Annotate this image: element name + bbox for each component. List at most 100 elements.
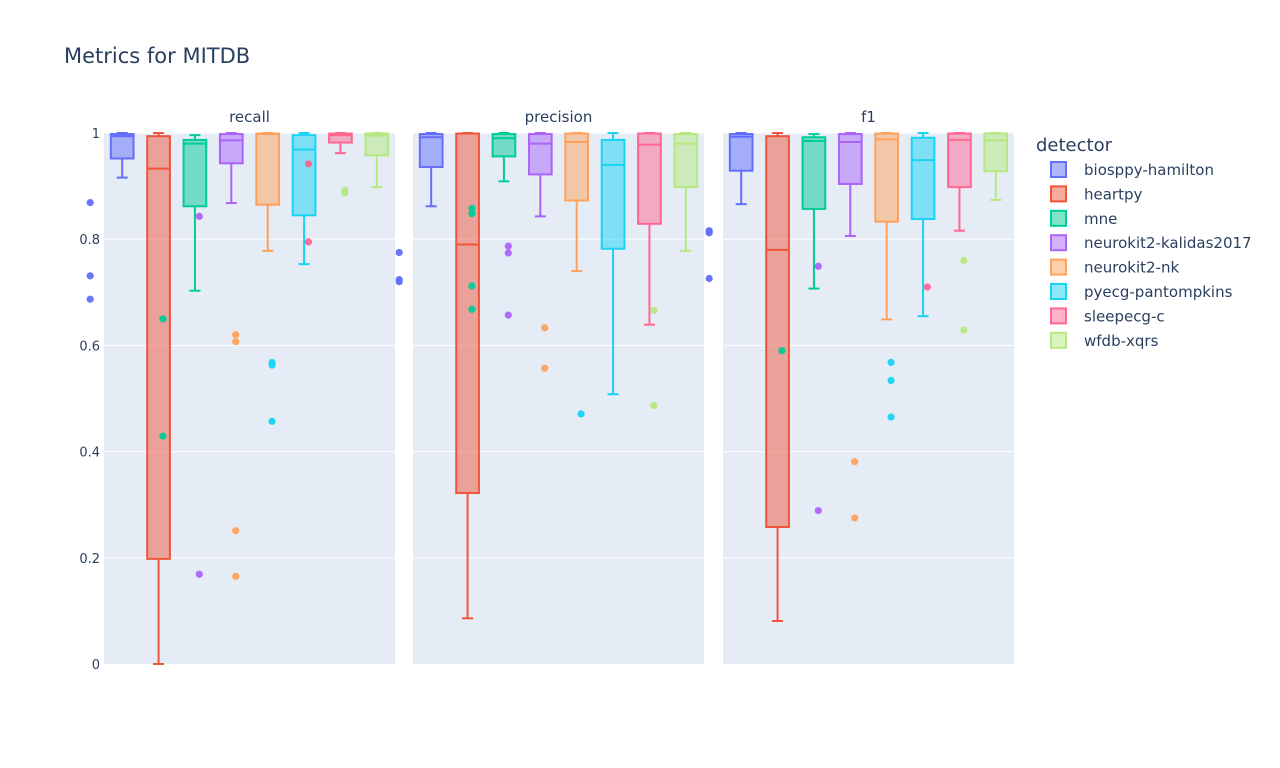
box-biosppy-hamilton[interactable] <box>395 132 444 286</box>
y-tick-label: 0 <box>92 658 100 673</box>
box-iqr <box>874 132 900 223</box>
box-biosppy-hamilton[interactable] <box>86 132 135 303</box>
y-tick-label: 0.8 <box>79 233 100 248</box>
box-iqr <box>801 136 827 210</box>
box-iqr <box>765 135 790 529</box>
legend-label: heartpy <box>1084 185 1142 203</box>
box-pyecg-pantompkins[interactable] <box>887 132 936 421</box>
outlier-point <box>541 324 549 332</box>
outlier-point <box>341 189 349 197</box>
box-neurokit2-kalidas2017[interactable] <box>814 132 863 515</box>
box-iqr <box>527 133 553 176</box>
legend-item-heartpy[interactable]: heartpy <box>1050 185 1142 203</box>
box-iqr <box>728 133 754 172</box>
outlier-point <box>232 572 240 580</box>
box-mne[interactable] <box>159 134 208 440</box>
legend-item-neurokit2-kalidas2017[interactable]: neurokit2-kalidas2017 <box>1050 234 1252 252</box>
box-pyecg-pantompkins[interactable] <box>268 132 317 425</box>
box-heartpy[interactable] <box>455 132 480 620</box>
box-iqr <box>837 133 863 185</box>
legend-swatch <box>1050 185 1067 203</box>
legend-swatch <box>1050 283 1067 300</box>
legend-swatch <box>1050 307 1067 325</box>
legend-item-mne[interactable]: mne <box>1050 209 1117 228</box>
outlier-point <box>468 305 476 313</box>
box-neurokit2-kalidas2017[interactable] <box>504 132 553 319</box>
outlier-point <box>86 295 94 303</box>
facet-panels: recall precision f1 <box>86 108 1014 665</box>
box-neurokit2-kalidas2017[interactable] <box>195 132 244 578</box>
box-iqr <box>910 136 936 221</box>
box-wfdb-xqrs[interactable] <box>960 132 1009 334</box>
legend-label: sleepecg-c <box>1084 307 1165 325</box>
box-wfdb-xqrs[interactable] <box>650 132 699 410</box>
outlier-point <box>814 506 822 515</box>
outlier-point <box>86 198 94 207</box>
outlier-point <box>705 229 713 237</box>
box-iqr <box>418 133 444 168</box>
box-mne[interactable] <box>468 132 517 313</box>
box-pyecg-pantompkins[interactable] <box>577 132 626 418</box>
box-iqr <box>109 133 135 160</box>
box-iqr <box>291 134 317 217</box>
legend-item-wfdb-xqrs[interactable]: wfdb-xqrs <box>1050 331 1159 350</box>
box-iqr <box>328 132 353 144</box>
panel-title: recall <box>229 108 270 126</box>
outlier-point <box>851 458 859 466</box>
outlier-point <box>650 401 658 410</box>
outlier-point <box>504 311 512 319</box>
legend: detector biosppy-hamilton heartpy mne neuro… <box>1036 135 1252 350</box>
y-tick-label: 0.4 <box>79 446 100 461</box>
legend-item-pyecg-pantompkins[interactable]: pyecg-pantompkins <box>1050 283 1233 301</box>
box-sleepecg-c[interactable] <box>637 132 662 326</box>
panel-precision: precision <box>395 108 704 664</box>
legend-item-biosppy-hamilton[interactable]: biosppy-hamilton <box>1050 161 1214 179</box>
box-iqr <box>455 132 480 495</box>
box-iqr <box>564 132 590 202</box>
legend-item-sleepecg-c[interactable]: sleepecg-c <box>1050 307 1165 325</box>
legend-item-neurokit2-nk[interactable]: neurokit2-nk <box>1050 258 1179 277</box>
legend-swatch <box>1050 209 1067 227</box>
legend-title: detector <box>1036 135 1113 156</box>
box-iqr <box>182 138 208 208</box>
box-neurokit2-nk[interactable] <box>541 132 590 372</box>
outlier-point <box>887 358 895 366</box>
outlier-point <box>468 204 476 213</box>
panel-title: f1 <box>861 108 876 126</box>
box-iqr <box>146 135 171 560</box>
outlier-point <box>232 338 240 346</box>
box-sleepecg-c[interactable] <box>304 132 353 246</box>
box-neurokit2-nk[interactable] <box>232 132 281 580</box>
outlier-point <box>577 410 585 418</box>
y-axis: 0 0.2 0.4 0.6 0.8 1 <box>79 127 100 673</box>
outlier-point <box>468 282 476 290</box>
outlier-point <box>541 364 549 372</box>
box-iqr <box>947 132 972 189</box>
legend-swatch <box>1050 161 1067 178</box>
outlier-point <box>504 249 512 257</box>
box-iqr <box>364 132 390 157</box>
panel-f1: f1 <box>705 108 1014 664</box>
box-wfdb-xqrs[interactable] <box>341 132 390 197</box>
legend-label: wfdb-xqrs <box>1084 332 1159 350</box>
legend-label: mne <box>1084 210 1117 228</box>
box-biosppy-hamilton[interactable] <box>705 132 754 283</box>
outlier-point <box>960 256 968 265</box>
legend-label: neurokit2-nk <box>1084 259 1179 277</box>
box-sleepecg-c[interactable] <box>923 132 972 291</box>
outlier-point <box>887 413 895 421</box>
box-heartpy[interactable] <box>765 132 790 622</box>
outlier-point <box>304 160 313 168</box>
outlier-point <box>395 278 403 286</box>
outlier-point <box>778 347 786 355</box>
box-neurokit2-nk[interactable] <box>851 132 900 522</box>
outlier-point <box>395 248 403 257</box>
legend-swatch <box>1050 331 1067 349</box>
outlier-point <box>159 315 167 323</box>
legend-label: pyecg-pantompkins <box>1084 283 1233 301</box>
box-iqr <box>491 133 517 158</box>
box-mne[interactable] <box>778 133 827 355</box>
box-heartpy[interactable] <box>146 132 171 665</box>
outlier-point <box>86 272 94 280</box>
outlier-point <box>814 262 822 270</box>
